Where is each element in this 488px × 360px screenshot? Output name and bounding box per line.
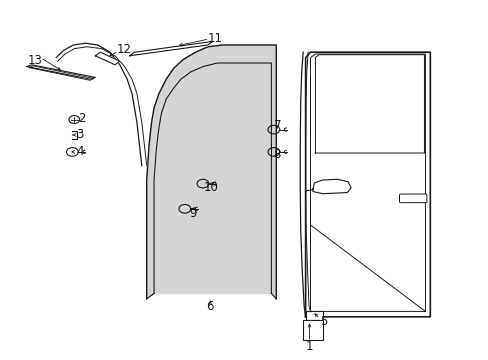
Polygon shape xyxy=(312,179,350,194)
Text: 8: 8 xyxy=(273,148,281,161)
Text: 11: 11 xyxy=(207,32,222,45)
Text: 13: 13 xyxy=(28,54,42,67)
Bar xyxy=(305,311,322,320)
Text: 4: 4 xyxy=(76,145,83,158)
Bar xyxy=(303,320,322,340)
Text: 3: 3 xyxy=(76,128,83,141)
Text: 1: 1 xyxy=(305,340,313,353)
Polygon shape xyxy=(129,41,212,57)
Text: 5: 5 xyxy=(319,315,327,328)
Text: 2: 2 xyxy=(78,112,86,125)
Text: 7: 7 xyxy=(273,119,281,132)
Text: 10: 10 xyxy=(203,181,218,194)
Polygon shape xyxy=(146,45,276,299)
Text: 9: 9 xyxy=(189,207,197,220)
Polygon shape xyxy=(56,43,146,166)
FancyBboxPatch shape xyxy=(399,194,426,203)
Text: 12: 12 xyxy=(117,43,131,56)
Polygon shape xyxy=(154,63,271,293)
Text: 6: 6 xyxy=(206,300,214,313)
Polygon shape xyxy=(154,63,271,293)
Polygon shape xyxy=(95,52,120,66)
Polygon shape xyxy=(27,65,95,80)
